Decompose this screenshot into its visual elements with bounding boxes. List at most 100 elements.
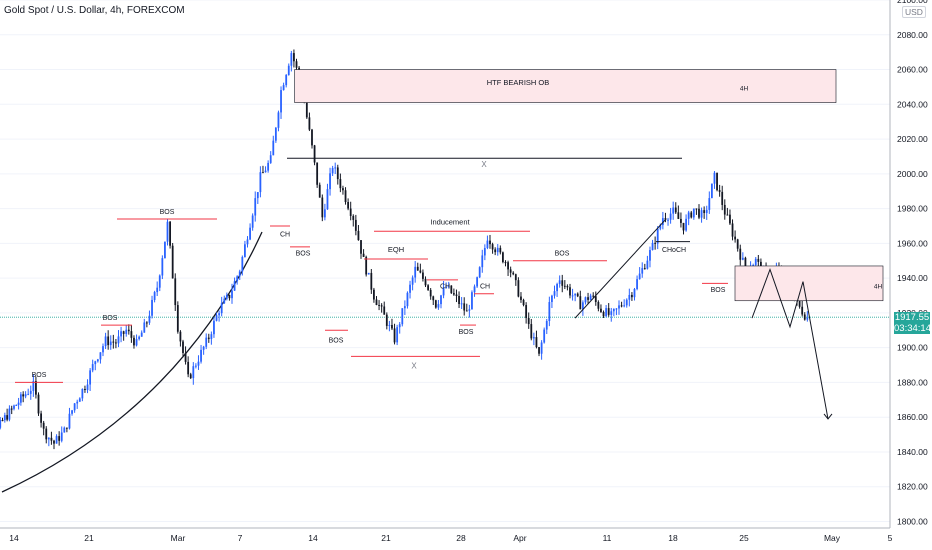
candle-body (326, 189, 329, 210)
candle-body (651, 242, 654, 251)
bos-label: BOS (459, 329, 474, 336)
candle-body (192, 366, 195, 379)
candle-body (65, 427, 68, 429)
currency-label[interactable]: USD (902, 6, 926, 18)
candle-body (736, 239, 739, 249)
candle-body (406, 292, 409, 307)
candle-body (631, 294, 633, 298)
inducement-label: Inducement (430, 217, 470, 226)
candle-body (452, 293, 455, 295)
candle-body (256, 192, 259, 199)
price-tick-label: 1840.00 (897, 447, 928, 457)
candle-body (486, 240, 489, 249)
candle-body (434, 300, 437, 308)
candle-body (729, 214, 731, 224)
candle-body (50, 437, 53, 441)
price-tick-label: 1860.00 (897, 412, 928, 422)
candle-body (24, 394, 27, 397)
bos-label: BOS (103, 315, 118, 322)
candle-body (600, 308, 602, 312)
candle-body (416, 266, 419, 271)
candle-body (143, 322, 146, 333)
candle-body (512, 272, 515, 275)
candle-body (455, 294, 458, 296)
candle-body (656, 228, 659, 244)
time-tick-label: 14 (9, 533, 19, 543)
candle-body (579, 296, 582, 310)
candle-body (380, 305, 383, 307)
candle-body (125, 329, 128, 334)
time-tick-label: 21 (84, 533, 94, 543)
time-tick-label: Apr (513, 533, 526, 543)
candle-body (594, 296, 597, 303)
eqh-label: EQH (388, 245, 404, 254)
candle-body (625, 299, 628, 306)
time-tick-label: May (824, 533, 841, 543)
candle-body (718, 190, 721, 192)
bos-label: BOS (160, 209, 175, 216)
candle-body (442, 287, 445, 296)
candle-body (499, 247, 502, 253)
candle-body (551, 295, 553, 303)
time-tick-label: 14 (308, 533, 318, 543)
candle-body (422, 272, 424, 279)
candle-body (659, 225, 662, 229)
candle-body (741, 257, 744, 260)
candle-body (78, 398, 81, 402)
candle-body (360, 240, 362, 254)
candle-body (47, 437, 50, 440)
analysis-annotations: HTF BEARISH OB 4H 4H X X Inducement EQH BOS BOS B… (15, 69, 884, 420)
candle-body (223, 298, 226, 304)
candle-body (153, 292, 156, 300)
candle-body (687, 212, 690, 219)
candle-body (463, 303, 466, 311)
candle-body (220, 303, 223, 314)
candle-body (803, 314, 806, 320)
price-tick-label: 1940.00 (897, 273, 928, 283)
candle-body (171, 245, 174, 279)
candle-body (496, 247, 499, 253)
candle-body (514, 274, 517, 281)
candle-body (373, 289, 375, 300)
candle-body (60, 432, 63, 441)
candle-body (680, 218, 682, 223)
candle-body (336, 167, 339, 180)
candle-body (672, 207, 675, 214)
candle-body (269, 155, 272, 163)
htf-bearish-ob-box (294, 69, 837, 103)
candle-body (522, 299, 525, 306)
candle-body (357, 230, 360, 241)
candle-body (184, 352, 187, 362)
htf-timeframe-tag: 4H (740, 85, 749, 92)
price-tick-label: 2080.00 (897, 30, 928, 40)
candle-body (669, 213, 672, 220)
candle-body (228, 294, 231, 299)
projection-path (751, 267, 829, 420)
candle-body (581, 302, 584, 310)
candle-body (311, 129, 313, 146)
candle-body (91, 364, 94, 371)
bos-label: BOS (329, 337, 344, 344)
candle-body (375, 299, 378, 305)
bos-label: BOS (32, 372, 47, 379)
candle-body (323, 209, 326, 218)
candle-body (393, 328, 396, 343)
candle-body (138, 336, 141, 340)
candle-body (140, 332, 143, 337)
candle-body (535, 337, 538, 348)
candle-body (476, 277, 479, 287)
candle-body (313, 145, 316, 163)
candle-body (646, 260, 649, 269)
ltf-ob-box (734, 265, 884, 302)
candle-body (308, 117, 311, 130)
candle-body (264, 170, 267, 173)
candle-body (365, 256, 368, 275)
candle-body (238, 271, 241, 277)
candle-body (481, 255, 484, 268)
candle-body (58, 436, 61, 441)
price-tick-label: 1820.00 (897, 482, 928, 492)
candle-body (81, 388, 84, 399)
candle-body (174, 278, 177, 306)
candle-body (287, 65, 290, 75)
